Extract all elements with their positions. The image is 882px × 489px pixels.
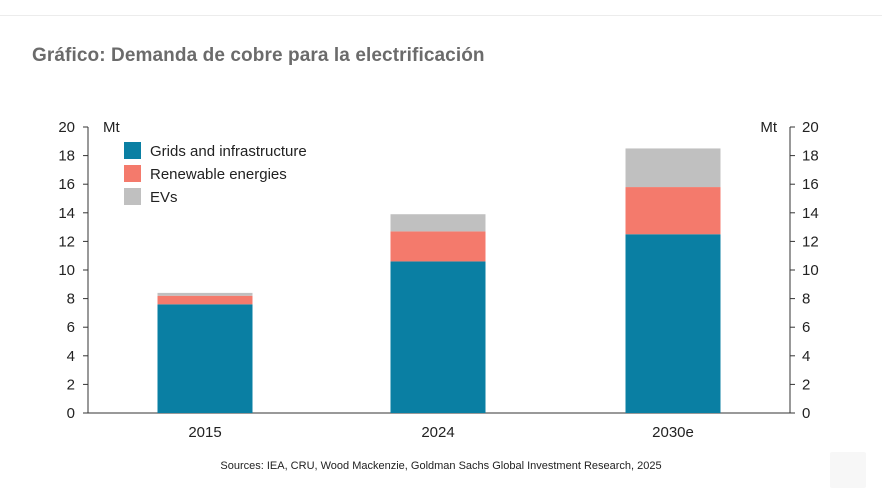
y-unit-left: Mt bbox=[103, 119, 120, 136]
y-tick-label-left: 20 bbox=[58, 119, 75, 136]
y-tick-label-right: 10 bbox=[802, 262, 819, 279]
legend-swatch-evs bbox=[124, 188, 141, 205]
page-title: Gráfico: Demanda de cobre para la electr… bbox=[32, 45, 485, 66]
bar-grids-and-infrastructure-2030e bbox=[625, 234, 721, 413]
bar-renewable-energies-2024 bbox=[390, 231, 486, 262]
y-tick-label-left: 16 bbox=[58, 176, 75, 193]
y-tick-label-right: 8 bbox=[802, 291, 810, 308]
x-category-label: 2015 bbox=[188, 424, 221, 441]
y-tick-label-left: 0 bbox=[67, 405, 75, 422]
bar-renewable-energies-2015 bbox=[157, 295, 253, 305]
y-tick-label-right: 2 bbox=[802, 376, 810, 393]
y-tick-label-right: 18 bbox=[802, 148, 819, 165]
y-tick-label-left: 6 bbox=[67, 319, 75, 336]
x-category-label: 2024 bbox=[421, 424, 454, 441]
y-tick-label-left: 10 bbox=[58, 262, 75, 279]
y-tick-label-right: 14 bbox=[802, 205, 819, 222]
y-tick-label-right: 6 bbox=[802, 319, 810, 336]
corner-widget bbox=[830, 452, 866, 488]
legend-swatch-renewable-energies bbox=[124, 165, 141, 182]
source-note: Sources: IEA, CRU, Wood Mackenzie, Goldm… bbox=[220, 460, 662, 472]
y-tick-label-left: 12 bbox=[58, 233, 75, 250]
x-category-label: 2030e bbox=[652, 424, 694, 441]
y-tick-label-right: 4 bbox=[802, 348, 810, 365]
bar-grids-and-infrastructure-2015 bbox=[157, 304, 253, 413]
y-tick-label-left: 14 bbox=[58, 205, 75, 222]
legend-label-grids-and-infrastructure: Grids and infrastructure bbox=[150, 143, 307, 160]
legend-swatch-grids-and-infrastructure bbox=[124, 142, 141, 159]
chart-bars bbox=[157, 148, 721, 413]
y-tick-label-left: 18 bbox=[58, 148, 75, 165]
top-divider bbox=[0, 15, 882, 16]
y-tick-label-left: 4 bbox=[67, 348, 75, 365]
bar-evs-2015 bbox=[157, 292, 253, 296]
y-unit-right: Mt bbox=[760, 119, 777, 136]
y-tick-label-right: 12 bbox=[802, 233, 819, 250]
legend-label-renewable-energies: Renewable energies bbox=[150, 166, 287, 183]
bar-renewable-energies-2030e bbox=[625, 187, 721, 235]
bar-evs-2024 bbox=[390, 214, 486, 232]
y-tick-label-right: 20 bbox=[802, 119, 819, 136]
y-tick-label-left: 2 bbox=[67, 376, 75, 393]
y-tick-label-right: 16 bbox=[802, 176, 819, 193]
bar-evs-2030e bbox=[625, 148, 721, 188]
legend-label-evs: EVs bbox=[150, 189, 178, 206]
bar-grids-and-infrastructure-2024 bbox=[390, 261, 486, 413]
y-tick-label-right: 0 bbox=[802, 405, 810, 422]
y-tick-label-left: 8 bbox=[67, 291, 75, 308]
chart-legend: Grids and infrastructure Renewable energi… bbox=[124, 142, 307, 206]
